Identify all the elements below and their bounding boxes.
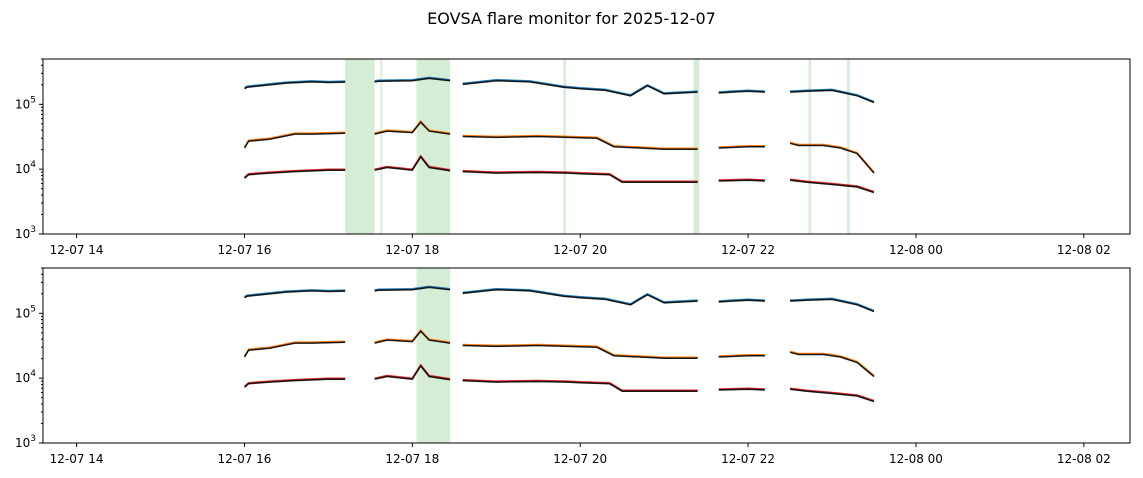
fit-line-band-mid <box>243 341 346 358</box>
chart-title: EOVSA flare monitor for 2025-12-07 <box>427 9 716 28</box>
x-tick-label: 12-07 14 <box>50 243 104 257</box>
fit-line-band-low <box>374 364 451 381</box>
flare-interval-band <box>416 268 451 443</box>
x-tick-label: 12-08 00 <box>889 243 943 257</box>
flare-interval-band <box>380 59 383 234</box>
fit-line-band-low <box>244 169 346 179</box>
fit-line-band-mid <box>462 135 698 151</box>
flare-interval-band <box>808 59 812 234</box>
fit-line-band-high <box>244 290 346 299</box>
fit-line-band-low <box>718 388 765 391</box>
fit-line-band-mid <box>789 142 875 174</box>
y-tick-label: 105 <box>15 95 36 111</box>
x-tick-label: 12-07 20 <box>553 452 607 466</box>
series-line-band-low <box>790 387 875 402</box>
series-line-band-high <box>244 289 346 298</box>
fit-line-band-mid <box>789 351 875 378</box>
series-line-band-low <box>718 178 765 181</box>
series-line-band-mid <box>718 353 765 357</box>
fit-line-band-high <box>462 79 698 97</box>
fit-line-band-mid <box>718 354 765 358</box>
y-tick-label: 105 <box>15 304 36 320</box>
fit-line-band-mid <box>374 330 451 344</box>
y-tick-exponent: 5 <box>30 304 36 314</box>
y-tick-exponent: 4 <box>30 160 36 170</box>
flare-interval-band <box>345 59 375 234</box>
fit-line-band-high <box>244 81 346 90</box>
series-line-band-low <box>244 377 346 387</box>
series-line-band-high <box>462 287 698 305</box>
x-tick-label: 12-07 14 <box>50 452 104 466</box>
fit-line-band-low <box>718 179 765 182</box>
x-tick-label: 12-08 02 <box>1057 452 1111 466</box>
series-line-band-high <box>374 285 451 291</box>
series-line-band-high <box>790 88 875 103</box>
x-tick-label: 12-07 22 <box>721 452 775 466</box>
fit-line-band-mid <box>243 132 346 149</box>
x-tick-label: 12-07 18 <box>385 243 439 257</box>
flare-interval-band <box>416 59 451 234</box>
fit-line-band-high <box>790 89 875 104</box>
series-line-band-low <box>244 168 346 178</box>
fit-line-band-low <box>462 170 698 184</box>
fit-line-band-high <box>790 298 875 313</box>
x-tick-label: 12-08 00 <box>889 452 943 466</box>
series-line-band-mid <box>718 144 765 148</box>
fit-line-band-low <box>462 379 698 393</box>
y-tick-exponent: 5 <box>30 95 36 105</box>
flare-interval-band <box>693 59 700 234</box>
top-panel: 12-07 14 12-07 16 12-07 18 12-07 20 12-07 22… <box>15 58 1131 257</box>
flare-interval-band <box>563 59 566 234</box>
fit-line-band-high <box>374 286 451 292</box>
fit-line-band-high <box>718 90 765 94</box>
y-tick-exponent: 3 <box>30 434 36 444</box>
y-tick-label: 104 <box>15 160 36 176</box>
y-tick-base: 10 <box>15 436 30 450</box>
series-line-band-low <box>718 387 765 390</box>
fit-line-band-mid <box>462 344 698 360</box>
series-line-band-mid <box>789 350 875 377</box>
series-line-band-mid <box>462 343 698 359</box>
fit-line-band-low <box>244 378 346 388</box>
series-line-band-high <box>790 297 875 312</box>
y-tick-exponent: 4 <box>30 369 36 379</box>
y-tick-label: 104 <box>15 369 36 385</box>
series-line-band-low <box>462 378 698 392</box>
x-tick-label: 12-07 16 <box>217 452 271 466</box>
x-tick-label: 12-07 18 <box>385 452 439 466</box>
y-tick-base: 10 <box>15 306 30 320</box>
y-tick-base: 10 <box>15 371 30 385</box>
y-tick-base: 10 <box>15 227 30 241</box>
y-tick-exponent: 3 <box>30 225 36 235</box>
series-line-band-high <box>718 298 765 302</box>
fit-line-band-high <box>462 288 698 306</box>
fit-line-band-high <box>374 77 451 83</box>
series-line-band-high <box>718 89 765 93</box>
axes-frame <box>42 267 1131 444</box>
fit-line-band-high <box>718 299 765 303</box>
fit-line-band-low <box>790 388 875 403</box>
bottom-panel: 12-07 14 12-07 16 12-07 18 12-07 20 12-07 22… <box>15 267 1131 466</box>
x-tick-label: 12-07 22 <box>721 243 775 257</box>
series-line-band-high <box>462 78 698 96</box>
fit-line-band-low <box>374 155 451 172</box>
series-line-band-high <box>244 80 346 89</box>
x-tick-label: 12-07 16 <box>217 243 271 257</box>
series-line-band-mid <box>462 134 698 150</box>
y-tick-base: 10 <box>15 97 30 111</box>
y-tick-base: 10 <box>15 162 30 176</box>
fit-line-band-mid <box>374 121 451 135</box>
series-line-band-low <box>462 169 698 183</box>
series-line-band-high <box>374 76 451 82</box>
fit-line-band-low <box>790 179 875 194</box>
y-tick-label: 103 <box>15 225 36 241</box>
x-tick-label: 12-07 20 <box>553 243 607 257</box>
series-line-band-low <box>790 178 875 193</box>
y-tick-label: 103 <box>15 434 36 450</box>
fit-line-band-mid <box>718 145 765 149</box>
x-tick-label: 12-08 02 <box>1057 243 1111 257</box>
flare-interval-band <box>847 59 850 234</box>
axes-frame <box>42 58 1131 235</box>
